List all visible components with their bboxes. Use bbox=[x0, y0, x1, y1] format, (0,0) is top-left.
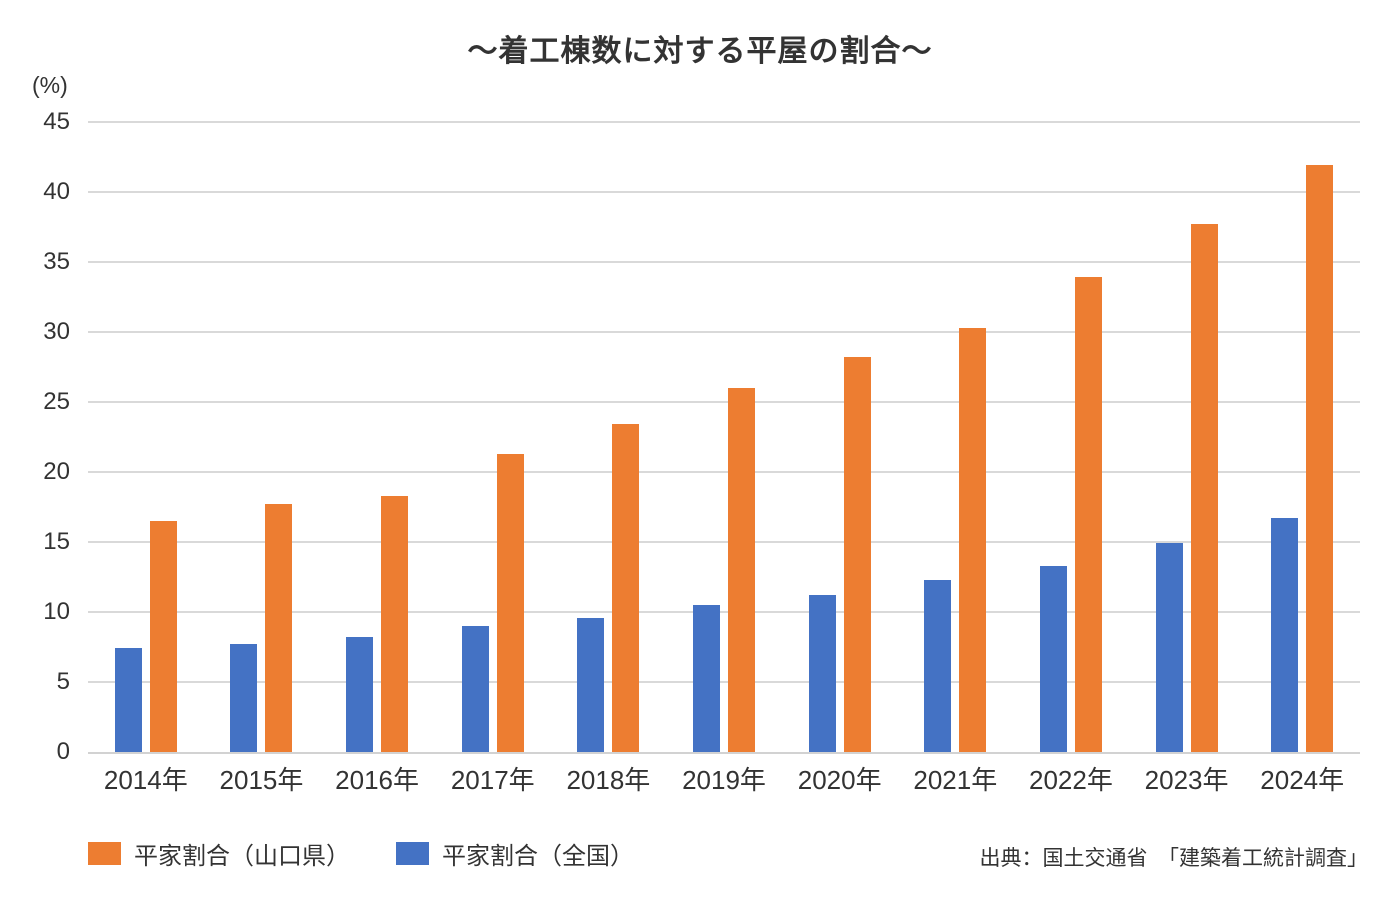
bar-group-2023年 bbox=[1129, 122, 1245, 752]
bar-2015年-平家割合（山口県） bbox=[265, 504, 293, 752]
bar-2014年-平家割合（全国） bbox=[114, 648, 142, 752]
bar-2017年-平家割合（山口県） bbox=[496, 453, 524, 752]
x-tick-label-2018年: 2018年 bbox=[566, 765, 651, 795]
bar-2024年-平家割合（全国） bbox=[1271, 518, 1299, 752]
bar-group-2019年 bbox=[666, 122, 782, 752]
x-tick-label-2014年: 2014年 bbox=[103, 765, 188, 795]
x-tick-label-2017年: 2017年 bbox=[450, 765, 535, 795]
bar-2021年-平家割合（全国） bbox=[924, 579, 952, 752]
gridline-20 bbox=[88, 471, 1360, 473]
bar-group-2021年 bbox=[897, 122, 1013, 752]
bar-2015年-平家割合（全国） bbox=[230, 644, 258, 752]
bar-2018年-平家割合（全国） bbox=[577, 617, 605, 752]
bar-2019年-平家割合（山口県） bbox=[728, 388, 756, 752]
bar-group-2017年 bbox=[435, 122, 551, 752]
bar-2024年-平家割合（山口県） bbox=[1306, 165, 1334, 752]
legend: 平家割合（山口県） 平家割合（全国） bbox=[88, 836, 634, 871]
plot-area bbox=[88, 121, 1360, 754]
y-axis-tick-labels: 0 5 10 15 20 25 30 35 40 45 bbox=[0, 108, 70, 765]
x-tick-label-2016年: 2016年 bbox=[335, 765, 420, 795]
bar-2019年-平家割合（全国） bbox=[693, 605, 721, 752]
bar-2017年-平家割合（全国） bbox=[461, 626, 489, 752]
legend-item-平家割合（全国）: 平家割合（全国） bbox=[396, 836, 634, 871]
bar-2016年-平家割合（全国） bbox=[346, 637, 374, 752]
legend-item-平家割合（山口県）: 平家割合（山口県） bbox=[88, 836, 350, 871]
y-tick-label-20: 20 bbox=[43, 458, 70, 485]
y-tick-label-15: 15 bbox=[43, 528, 70, 555]
bar-2023年-平家割合（全国） bbox=[1155, 543, 1183, 752]
y-tick-label-0: 0 bbox=[56, 738, 70, 765]
bar-group-2018年 bbox=[551, 122, 667, 752]
legend-label: 平家割合（全国） bbox=[442, 843, 634, 870]
bar-group-2016年 bbox=[319, 122, 435, 752]
source-text: 出典：国土交通省 「建築着工統計調査」 bbox=[979, 847, 1369, 870]
bar-2022年-平家割合（全国） bbox=[1039, 565, 1067, 752]
bar-2018年-平家割合（山口県） bbox=[612, 424, 640, 752]
bar-group-2022年 bbox=[1013, 122, 1129, 752]
gridline-5 bbox=[88, 681, 1360, 683]
gridline-25 bbox=[88, 401, 1360, 403]
x-tick-label-2015年: 2015年 bbox=[219, 765, 304, 795]
gridline-30 bbox=[88, 331, 1360, 333]
legend-label: 平家割合（山口県） bbox=[134, 843, 350, 870]
bar-group-2024年 bbox=[1244, 122, 1360, 752]
y-tick-label-5: 5 bbox=[56, 668, 70, 695]
bar-2022年-平家割合（山口県） bbox=[1074, 277, 1102, 752]
gridline-35 bbox=[88, 261, 1360, 263]
bar-2021年-平家割合（山口県） bbox=[959, 327, 987, 752]
bar-group-2015年 bbox=[204, 122, 320, 752]
x-tick-label-2019年: 2019年 bbox=[682, 765, 766, 795]
bar-group-2014年 bbox=[88, 122, 204, 752]
bars-layer bbox=[88, 122, 1360, 752]
y-tick-label-45: 45 bbox=[43, 108, 70, 135]
bar-group-2020年 bbox=[782, 122, 898, 752]
legend-swatch bbox=[88, 842, 121, 865]
y-tick-label-10: 10 bbox=[43, 598, 70, 625]
bar-2016年-平家割合（山口県） bbox=[381, 495, 409, 752]
y-axis-unit-label: (%) bbox=[32, 72, 68, 98]
chart-title: ～着工棟数に対する平屋の割合～ bbox=[467, 35, 933, 68]
y-tick-label-25: 25 bbox=[43, 388, 70, 415]
gridline-10 bbox=[88, 611, 1360, 613]
gridline-15 bbox=[88, 541, 1360, 543]
x-tick-label-2024年: 2024年 bbox=[1260, 765, 1345, 795]
y-tick-label-40: 40 bbox=[43, 178, 70, 205]
x-tick-label-2020年: 2020年 bbox=[797, 765, 882, 795]
legend-swatch bbox=[396, 842, 429, 865]
x-axis-tick-labels: 2014年 2015年 2016年 2017年 2018年 2019年 2020年 2021年… bbox=[88, 760, 1360, 797]
x-tick-label-2022年: 2022年 bbox=[1029, 765, 1113, 795]
x-tick-label-2023年: 2023年 bbox=[1144, 765, 1229, 795]
gridline-45 bbox=[88, 121, 1360, 123]
y-tick-label-35: 35 bbox=[43, 248, 70, 275]
bar-2020年-平家割合（山口県） bbox=[843, 357, 871, 752]
x-tick-label-2021年: 2021年 bbox=[913, 765, 998, 795]
y-tick-label-30: 30 bbox=[43, 318, 70, 345]
bar-2020年-平家割合（全国） bbox=[808, 595, 836, 752]
gridline-40 bbox=[88, 191, 1360, 193]
bar-2014年-平家割合（山口県） bbox=[149, 521, 177, 752]
bar-2023年-平家割合（山口県） bbox=[1190, 224, 1218, 752]
